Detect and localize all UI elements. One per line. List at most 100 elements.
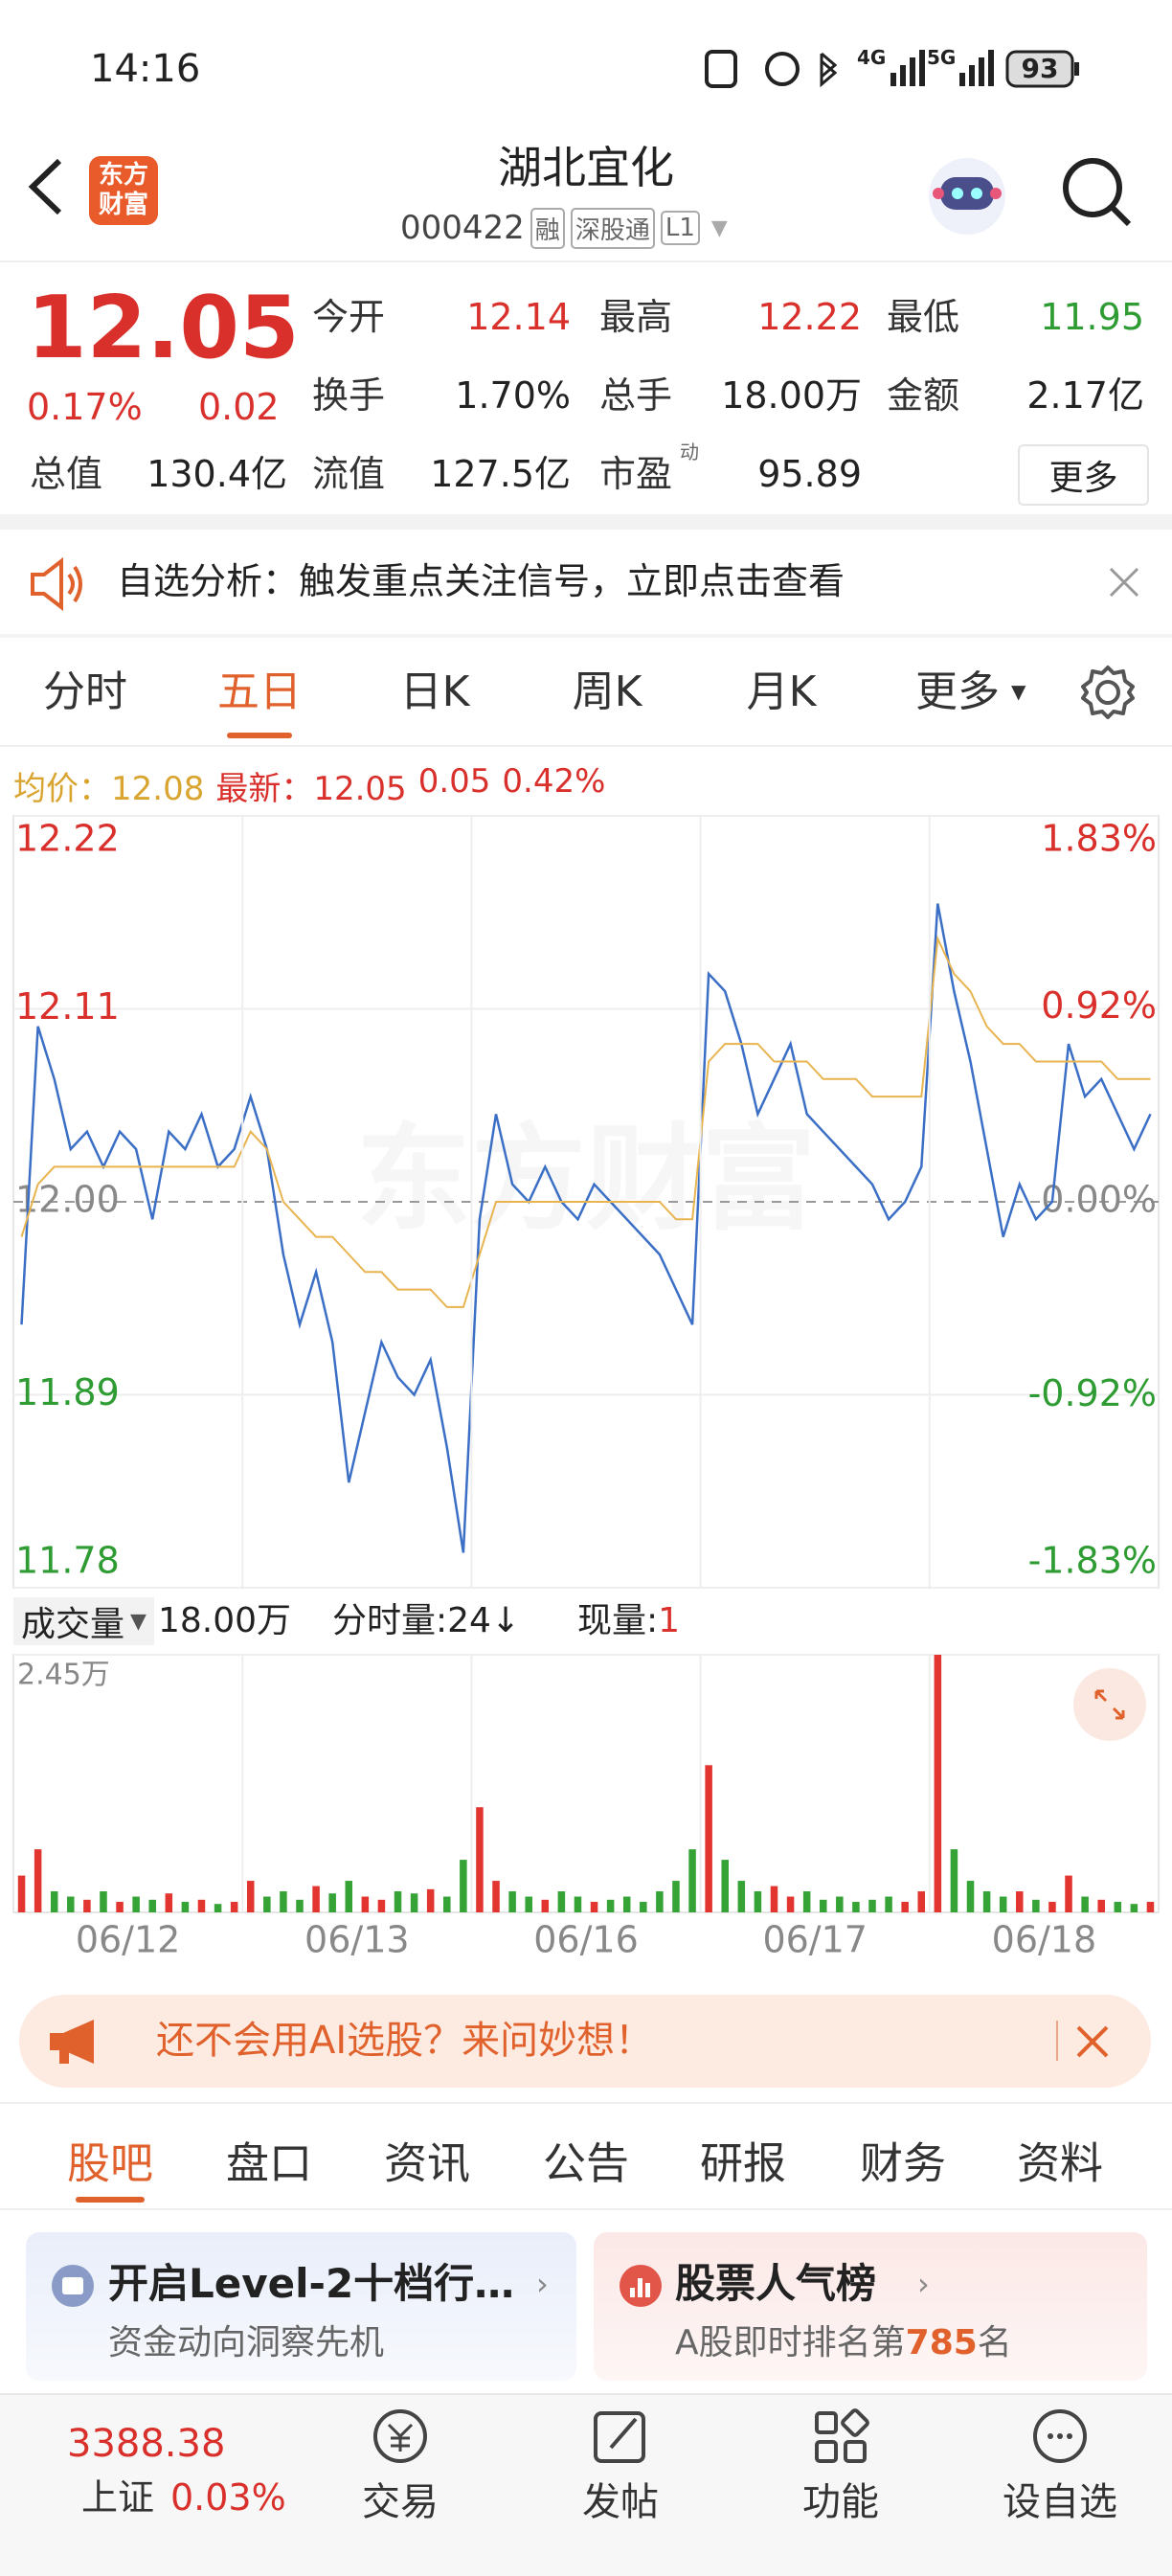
volume-bar	[17, 1875, 26, 1912]
volume-period: 分时量:24↓	[332, 1601, 521, 1640]
divider	[0, 514, 1172, 530]
volume-current-label: 现量:	[577, 1601, 659, 1640]
chart-tab[interactable]: 月K	[746, 667, 817, 716]
y-tick-label: 12.00	[15, 1179, 120, 1221]
volume-bar	[606, 1899, 615, 1912]
volume-bar	[181, 1902, 190, 1912]
volume-bar	[67, 1896, 75, 1912]
volume-bar	[361, 1896, 370, 1912]
chart-tab[interactable]: 周K	[572, 667, 642, 716]
field-value: 2.17亿	[1026, 374, 1144, 417]
nav-item[interactable]: 交易	[362, 2480, 439, 2524]
divider	[0, 634, 1172, 638]
index-value[interactable]: 3388.38	[67, 2422, 226, 2466]
popularity-card[interactable]	[594, 2232, 1147, 2381]
section-tab[interactable]: 财务	[859, 2137, 947, 2189]
volume-bar	[394, 1891, 402, 1912]
volume-bar	[836, 1896, 844, 1912]
robot-avatar[interactable]	[919, 148, 1015, 244]
volume-bar	[802, 1891, 811, 1912]
y2-tick-label: -1.83%	[1028, 1540, 1157, 1582]
section-tab[interactable]: 资料	[1016, 2137, 1104, 2189]
volume-bar	[705, 1765, 712, 1912]
banner-close[interactable]	[1074, 2023, 1111, 2060]
y2-tick-label: 1.83%	[1041, 818, 1157, 860]
volume-bar	[982, 1891, 991, 1912]
field-label: 流值	[312, 453, 386, 495]
latest-value: 12.05	[313, 770, 407, 808]
level2-card[interactable]	[26, 2232, 576, 2381]
field-value: 11.95	[1040, 296, 1144, 338]
volume-selector[interactable]: 成交量 ▼	[13, 1597, 154, 1645]
field-label: 今开	[312, 296, 386, 338]
x-tick-label: 06/17	[762, 1919, 868, 1961]
ai-banner-text[interactable]: 还不会用AI选股？来问妙想！	[156, 2019, 654, 2063]
alert-icon	[31, 556, 82, 612]
card-icon	[620, 2265, 662, 2307]
dropdown-arrow: ▼	[1011, 680, 1026, 703]
watermark: 东方财富	[356, 1114, 816, 1247]
chart-tab[interactable]: 日K	[399, 667, 470, 716]
alert-text[interactable]: 自选分析：触发重点关注信号，立即点击查看	[117, 560, 845, 602]
section-tab[interactable]: 研报	[699, 2137, 787, 2189]
nav-item[interactable]: 功能	[802, 2480, 879, 2524]
volume-bar	[1048, 1902, 1056, 1912]
dropdown-arrow[interactable]: ▼	[710, 215, 728, 240]
x-tick-label: 06/18	[992, 1919, 1097, 1961]
chart-tab[interactable]: 更多	[915, 667, 1000, 716]
volume-bar	[557, 1891, 566, 1912]
volume-bar	[1032, 1899, 1040, 1912]
volume-bar	[737, 1881, 746, 1912]
last-price: 12.05	[27, 278, 300, 378]
section-tab[interactable]: 公告	[542, 2137, 630, 2189]
volume-bar	[541, 1899, 550, 1912]
volume-bar	[34, 1849, 42, 1912]
back-button[interactable]	[21, 153, 69, 220]
volume-bar	[280, 1891, 287, 1912]
volume-bar	[148, 1899, 156, 1912]
volume-bar	[50, 1891, 58, 1912]
volume-bar	[1097, 1899, 1105, 1912]
charts: 东方财富 12.22 12.11 12.00 11.89 11.78 1.83% 0.92%…	[12, 815, 1160, 1961]
alert-close[interactable]	[1107, 565, 1141, 599]
field-label: 市盈	[599, 453, 673, 495]
nav-item[interactable]: 发帖	[582, 2480, 659, 2524]
volume-bar	[83, 1899, 91, 1912]
card-icon	[52, 2265, 94, 2307]
y2-tick-label: 0.92%	[1041, 984, 1157, 1027]
volume-bar	[852, 1902, 860, 1912]
tab-underline	[76, 2197, 145, 2203]
y-tick-label: 11.78	[15, 1540, 120, 1582]
section-tab[interactable]: 股吧	[66, 2137, 154, 2189]
price-line	[20, 935, 1151, 1308]
chart-tab[interactable]: 五日	[217, 667, 302, 716]
latest-price: 最新：12.05	[215, 762, 406, 809]
section-tab[interactable]: 资讯	[383, 2137, 471, 2189]
chart-tab[interactable]: 分时	[43, 667, 127, 716]
field-label: 总值	[30, 453, 103, 495]
volume-bar	[165, 1893, 173, 1912]
expand-button[interactable]	[1071, 1666, 1148, 1743]
volume-current-value: 1	[658, 1601, 681, 1640]
nav-icons	[373, 2408, 1087, 2463]
volume-bar	[263, 1896, 271, 1912]
volume-current: 现量:1	[577, 1604, 680, 1638]
logo[interactable]: 东方财富	[89, 156, 158, 225]
volume-bar	[116, 1902, 124, 1912]
divider	[0, 260, 1172, 262]
divider	[0, 2208, 1172, 2210]
volume-bar	[950, 1849, 958, 1912]
nav-item[interactable]: 设自选	[1003, 2480, 1117, 2524]
more-button[interactable]: 更多	[1018, 444, 1149, 506]
y-tick-label: 12.11	[15, 985, 120, 1028]
ai-banner[interactable]	[19, 1995, 1151, 2088]
search-button[interactable]	[1058, 153, 1135, 230]
rank-suffix: 名	[977, 2323, 1012, 2362]
volume-bar	[197, 1899, 206, 1912]
volume-bar	[1146, 1902, 1155, 1912]
index-name[interactable]: 上证	[81, 2476, 155, 2519]
section-tab[interactable]: 盘口	[225, 2137, 313, 2189]
settings-button[interactable]	[1079, 664, 1137, 721]
index-pct[interactable]: 0.03%	[170, 2476, 286, 2519]
avg-price: 均价：12.08	[13, 762, 204, 809]
